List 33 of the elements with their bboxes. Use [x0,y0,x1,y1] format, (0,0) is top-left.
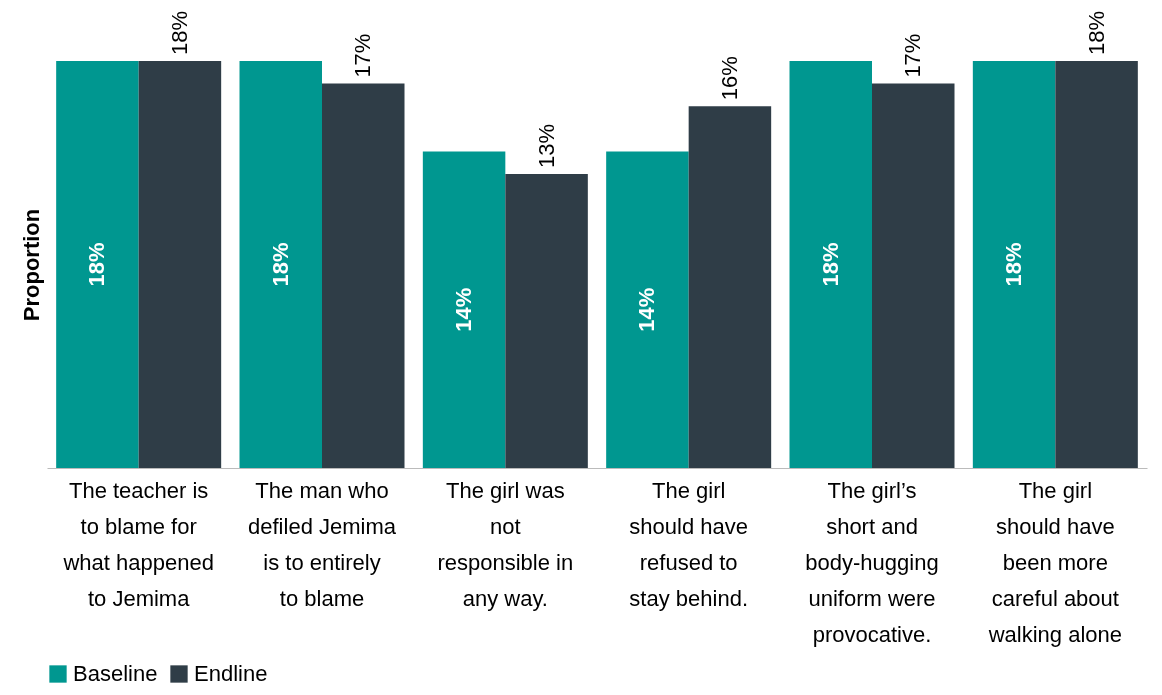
x-tick-label: The girl should have refused to stay behind. [629,477,748,611]
x-tick-label: The girl’s short and body-hugging uniform were provocative. [805,477,939,647]
bar [789,61,872,468]
x-tick-label: The man who defiled Jemima is to entirely to blame [248,477,397,611]
bar [606,151,689,468]
bar [1055,61,1138,468]
data-label: 18% [1083,10,1109,55]
legend-label: Endline [194,661,268,686]
data-label: 18% [267,242,293,287]
legend-label: Baseline [73,661,158,686]
bar [872,83,955,468]
bar [138,61,222,468]
x-tick-label: The girl should have been more careful about walking alone [987,477,1122,647]
bar [56,61,139,468]
data-label: 16% [716,56,742,101]
data-label: 17% [350,33,376,78]
data-label: 18% [1001,242,1027,287]
y-axis-title: Proportion [18,208,44,322]
data-label: 18% [166,10,192,55]
data-label: 14% [451,287,477,332]
bar [422,151,506,468]
bar [239,61,322,468]
data-label: 13% [533,124,559,169]
data-label: 17% [900,33,926,78]
data-label: 18% [84,242,110,287]
bar [322,83,405,468]
x-tick-label: The teacher is to blame for what happened to Jemima [62,477,214,611]
data-label: 18% [817,242,843,287]
bar [688,106,772,468]
data-label: 14% [634,287,660,332]
bar [505,174,588,468]
x-tick-label: The girl was not responsible in any way. [437,477,574,611]
bar [972,61,1056,468]
